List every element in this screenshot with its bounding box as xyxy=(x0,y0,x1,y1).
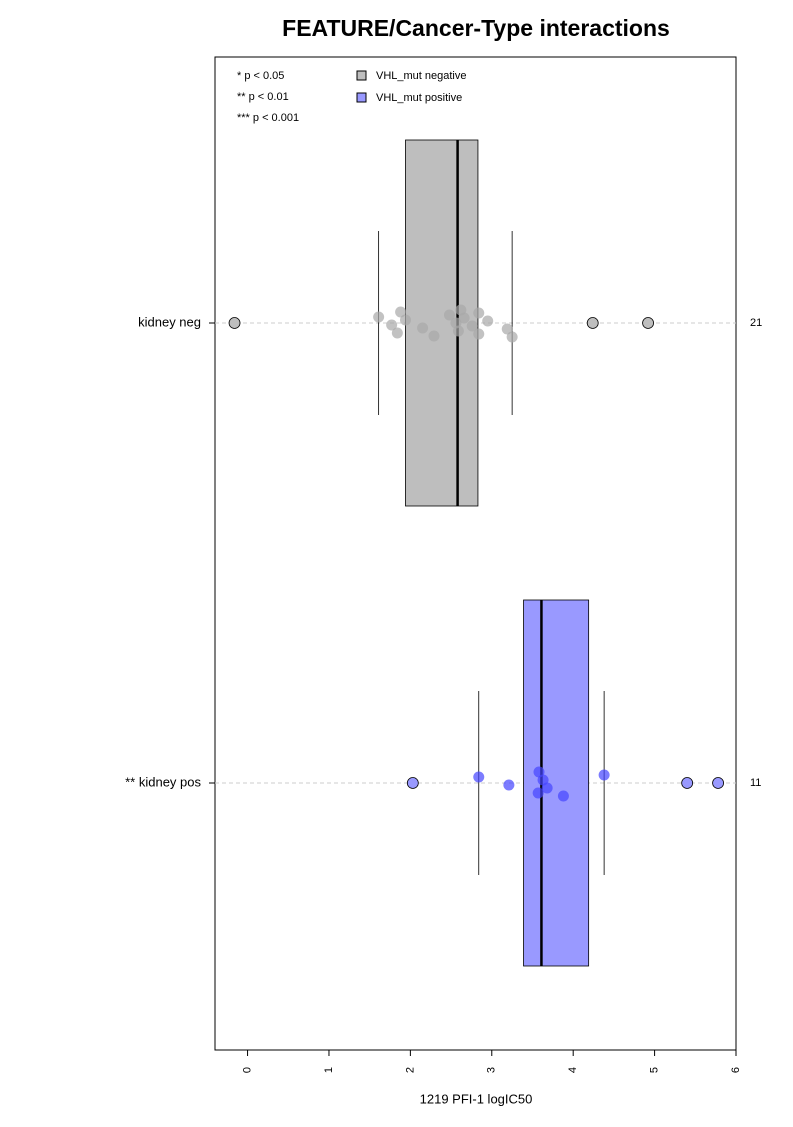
data-point xyxy=(506,331,518,343)
data-point xyxy=(557,790,569,802)
data-point xyxy=(503,779,515,791)
box xyxy=(405,139,479,507)
data-point xyxy=(391,327,403,339)
outlier-point xyxy=(586,317,599,329)
significance-note: *** p < 0.001 xyxy=(237,112,299,124)
x-tick-label: 3 xyxy=(486,1067,498,1073)
data-point xyxy=(532,787,544,799)
data-point xyxy=(399,314,411,326)
legend-label: VHL_mut negative xyxy=(376,70,467,82)
x-tick-label: 0 xyxy=(241,1067,253,1073)
data-point xyxy=(473,771,485,783)
data-point xyxy=(473,307,485,319)
chart-title: FEATURE/Cancer-Type interactions xyxy=(282,15,670,41)
y-tick-label: kidney neg xyxy=(138,314,201,329)
data-point xyxy=(428,330,440,342)
data-point xyxy=(386,319,398,331)
x-tick-label: 1 xyxy=(323,1067,335,1073)
count-label: 11 xyxy=(750,777,761,789)
data-point xyxy=(443,309,455,321)
outlier-point xyxy=(681,777,694,789)
data-point xyxy=(482,315,494,327)
outlier-point xyxy=(712,777,724,789)
data-point xyxy=(417,322,429,334)
data-point xyxy=(541,782,553,794)
data-point xyxy=(458,312,470,324)
x-tick-label: 6 xyxy=(730,1067,742,1073)
significance-note: * p < 0.05 xyxy=(237,70,284,82)
data-point xyxy=(598,769,610,781)
legend-label: VHL_mut positive xyxy=(376,92,462,104)
data-point xyxy=(452,325,464,337)
data-point xyxy=(466,320,478,332)
outlier-point xyxy=(406,777,419,789)
box xyxy=(523,599,590,967)
count-label: 21 xyxy=(750,317,762,329)
x-axis-label: 1219 PFI-1 logIC50 xyxy=(420,1091,533,1106)
data-point xyxy=(395,306,407,318)
data-point xyxy=(473,328,485,340)
significance-note: ** p < 0.01 xyxy=(237,91,289,103)
legend-swatch xyxy=(356,70,367,81)
outlier-point xyxy=(228,317,241,329)
data-point xyxy=(373,311,385,323)
outlier-point xyxy=(642,317,654,329)
y-tick-label: ** kidney pos xyxy=(125,774,201,789)
x-tick-label: 5 xyxy=(649,1067,661,1073)
legend-swatch xyxy=(356,92,367,103)
data-point xyxy=(501,323,513,335)
x-tick-label: 4 xyxy=(567,1067,579,1073)
x-tick-label: 2 xyxy=(404,1067,416,1073)
